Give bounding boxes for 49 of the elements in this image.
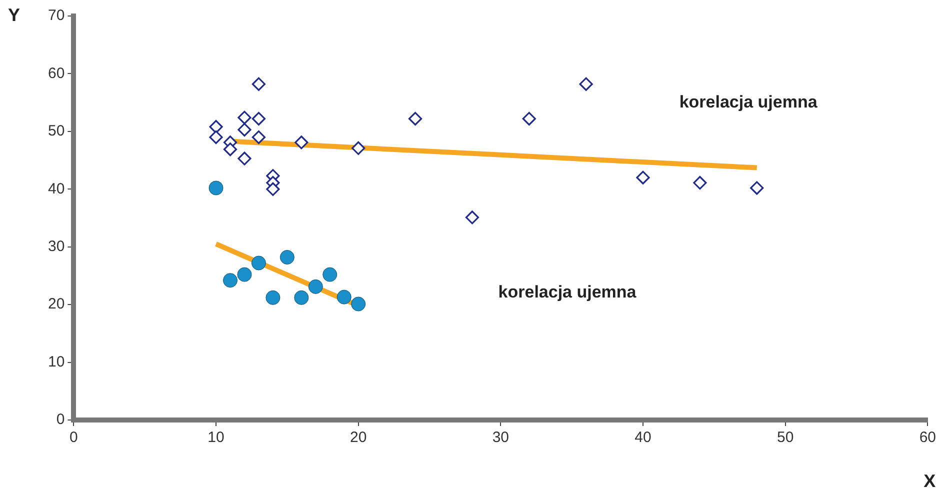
annotation: korelacja ujemna bbox=[498, 282, 637, 302]
x-tick-label: 0 bbox=[70, 429, 78, 446]
y-tick-label: 50 bbox=[48, 122, 65, 140]
point bbox=[266, 182, 280, 196]
y-tick-label: 20 bbox=[48, 296, 65, 313]
point bbox=[308, 279, 323, 294]
y-axis-title: Y bbox=[8, 4, 20, 25]
x-tick-label: 10 bbox=[208, 429, 224, 446]
point bbox=[750, 181, 764, 195]
y-tick-label: 40 bbox=[48, 180, 65, 198]
point bbox=[322, 267, 338, 282]
y-tick-label: 70 bbox=[48, 7, 65, 24]
point bbox=[209, 120, 223, 134]
point bbox=[251, 256, 266, 270]
point bbox=[294, 136, 308, 150]
point bbox=[238, 152, 252, 166]
x-tick-label: 30 bbox=[492, 429, 510, 446]
annotation: korelacja ujemna bbox=[679, 92, 818, 112]
point bbox=[266, 290, 280, 305]
x-axis-title: X bbox=[924, 470, 936, 490]
point bbox=[522, 112, 536, 126]
point bbox=[336, 290, 352, 304]
y-tick-label: 60 bbox=[48, 64, 65, 82]
point bbox=[208, 180, 224, 196]
y-tick-label: 0 bbox=[56, 411, 65, 428]
point bbox=[252, 130, 266, 144]
y-tick-label: 10 bbox=[48, 353, 65, 370]
point bbox=[465, 210, 480, 224]
point bbox=[579, 77, 593, 91]
point bbox=[351, 296, 366, 312]
point bbox=[280, 250, 294, 264]
point bbox=[209, 130, 223, 144]
point bbox=[237, 267, 252, 282]
x-tick-label: 20 bbox=[350, 429, 367, 446]
y-tick-label: 30 bbox=[48, 238, 65, 255]
point bbox=[252, 77, 266, 91]
point bbox=[252, 112, 266, 126]
point bbox=[223, 142, 238, 156]
point bbox=[238, 110, 252, 124]
point bbox=[408, 112, 422, 126]
x-tick-label: 60 bbox=[919, 429, 936, 446]
point bbox=[352, 141, 366, 155]
x-tick-label: 40 bbox=[634, 429, 652, 446]
x-tick-label: 50 bbox=[776, 429, 794, 446]
point bbox=[636, 170, 650, 184]
point bbox=[222, 273, 238, 288]
point bbox=[693, 176, 707, 190]
point bbox=[238, 122, 252, 136]
point bbox=[294, 290, 309, 305]
